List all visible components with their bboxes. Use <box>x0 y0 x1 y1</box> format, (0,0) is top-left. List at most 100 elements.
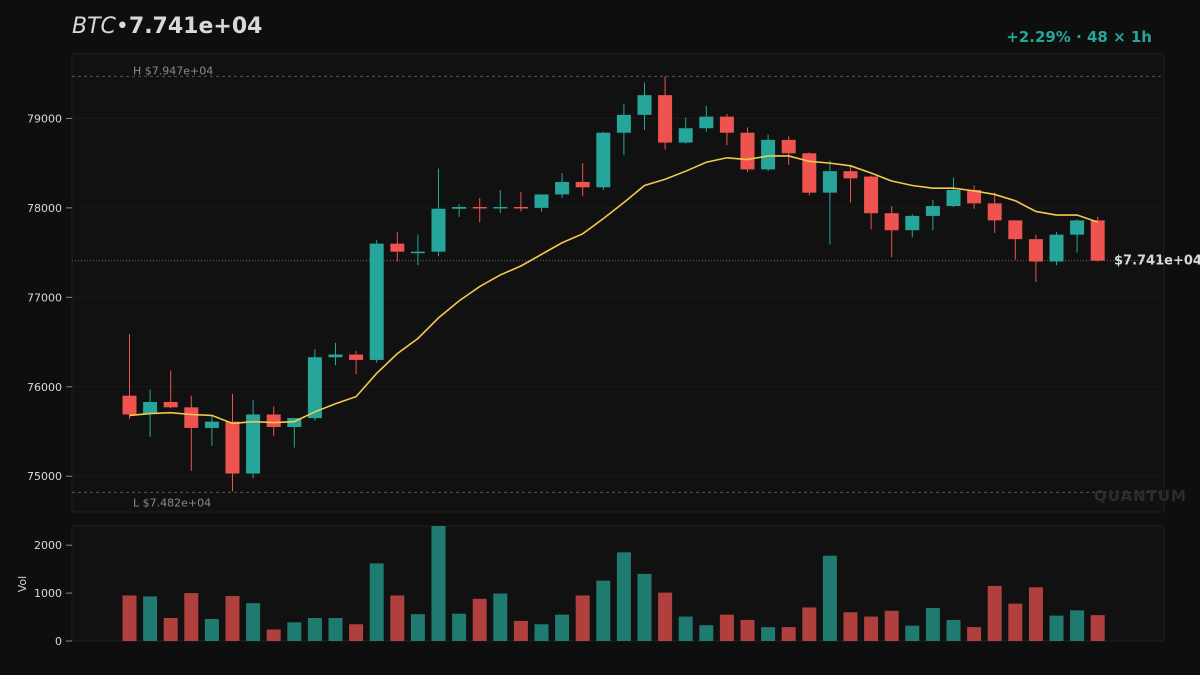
candle-body <box>1049 234 1064 262</box>
candle <box>390 232 405 262</box>
candlesticks <box>122 76 1105 492</box>
volume-bar <box>410 614 425 641</box>
volume-bar <box>555 614 570 641</box>
candle-body <box>163 401 178 408</box>
vol-tick-label: 2000 <box>34 539 62 552</box>
watermark: QUANTUM <box>1094 487 1187 505</box>
candle-body <box>925 206 940 216</box>
candle-body <box>658 95 673 143</box>
candle <box>555 172 570 199</box>
candle-body <box>204 421 219 428</box>
candle <box>1008 220 1023 260</box>
volume-bar <box>534 624 549 641</box>
candle-body <box>719 116 734 133</box>
low-label: L $7.482e+04 <box>133 496 211 509</box>
candle-body <box>637 95 652 115</box>
chart-title: BTC•7.741e+04 <box>72 14 262 39</box>
candle <box>493 189 508 214</box>
candle <box>575 163 590 197</box>
volume-bar <box>390 595 405 641</box>
candle-body <box>410 251 425 254</box>
candle-body <box>452 206 467 209</box>
candle-body <box>596 132 611 188</box>
change-summary: +2.29% · 48 × 1h <box>1006 28 1152 46</box>
candle <box>184 395 199 471</box>
candle <box>925 199 940 231</box>
candle-body <box>246 414 261 474</box>
high-label: H $7.947e+04 <box>133 64 213 77</box>
y-tick-label: 76000 <box>27 381 62 394</box>
volume-bar <box>307 618 322 641</box>
last-price-label: $7.741e+04 <box>1114 254 1200 269</box>
y-tick-label: 77000 <box>27 291 62 304</box>
volume-bar <box>802 607 817 641</box>
candle <box>287 418 302 448</box>
volume-bar <box>658 592 673 641</box>
volume-bars <box>122 526 1105 641</box>
candle <box>328 342 343 366</box>
candle <box>658 76 673 150</box>
candle-body <box>987 203 1002 221</box>
candle <box>802 152 817 196</box>
candle-body <box>616 114 631 133</box>
volume-bar <box>781 627 796 641</box>
candle <box>369 240 384 363</box>
candle <box>616 104 631 156</box>
y-tick-label: 79000 <box>27 112 62 125</box>
candle <box>204 415 219 446</box>
candle-body <box>266 414 281 428</box>
candle <box>163 370 178 409</box>
candle-body <box>143 401 158 414</box>
candle-body <box>369 243 384 360</box>
candle-body <box>1090 220 1105 261</box>
candle <box>225 393 240 492</box>
candle <box>678 117 693 144</box>
vol-tick-label: 1000 <box>34 587 62 600</box>
volume-bar <box>925 607 940 641</box>
candle <box>513 191 528 212</box>
volume-bar <box>822 555 837 641</box>
volume-bar <box>143 596 158 641</box>
candle-body <box>1070 220 1085 235</box>
volume-bar <box>761 627 776 641</box>
volume-bar <box>987 585 1002 641</box>
volume-bar <box>369 563 384 641</box>
candle <box>864 175 879 230</box>
candle <box>410 234 425 266</box>
volume-bar <box>905 625 920 641</box>
volume-bar <box>575 595 590 641</box>
volume-bar <box>266 629 281 641</box>
candle-body <box>864 176 879 214</box>
volume-bar <box>184 593 199 641</box>
candle <box>1090 216 1105 262</box>
candle-body <box>122 395 137 415</box>
volume-bar <box>864 616 879 641</box>
candle <box>637 82 652 131</box>
candle-body <box>328 354 343 358</box>
volume-bar <box>616 552 631 641</box>
high-low-markers: H $7.947e+04 L $7.482e+04 <box>72 64 1164 509</box>
volume-bar <box>740 619 755 641</box>
vol-tick-label: 0 <box>55 635 62 648</box>
candle <box>349 350 364 375</box>
candle <box>781 136 796 165</box>
candle-body <box>678 128 693 143</box>
candle-body <box>513 206 528 209</box>
candle-body <box>761 139 776 170</box>
volume-bar <box>204 618 219 641</box>
candle-body <box>225 421 240 474</box>
candle-body <box>781 139 796 154</box>
candle-body <box>1008 220 1023 240</box>
candle-body <box>493 206 508 209</box>
candle-body <box>884 213 899 231</box>
price-axis-ticks: 75000 76000 77000 78000 79000 <box>27 112 72 483</box>
candle <box>987 192 1002 233</box>
candle-body <box>967 189 982 204</box>
candle <box>740 127 755 173</box>
volume-bar <box>493 593 508 641</box>
candle <box>967 185 982 209</box>
volume-bar <box>1070 610 1085 641</box>
candle-body <box>184 407 199 428</box>
volume-axis-ticks: 0 1000 2000 <box>34 539 72 648</box>
candle-body <box>555 181 570 195</box>
